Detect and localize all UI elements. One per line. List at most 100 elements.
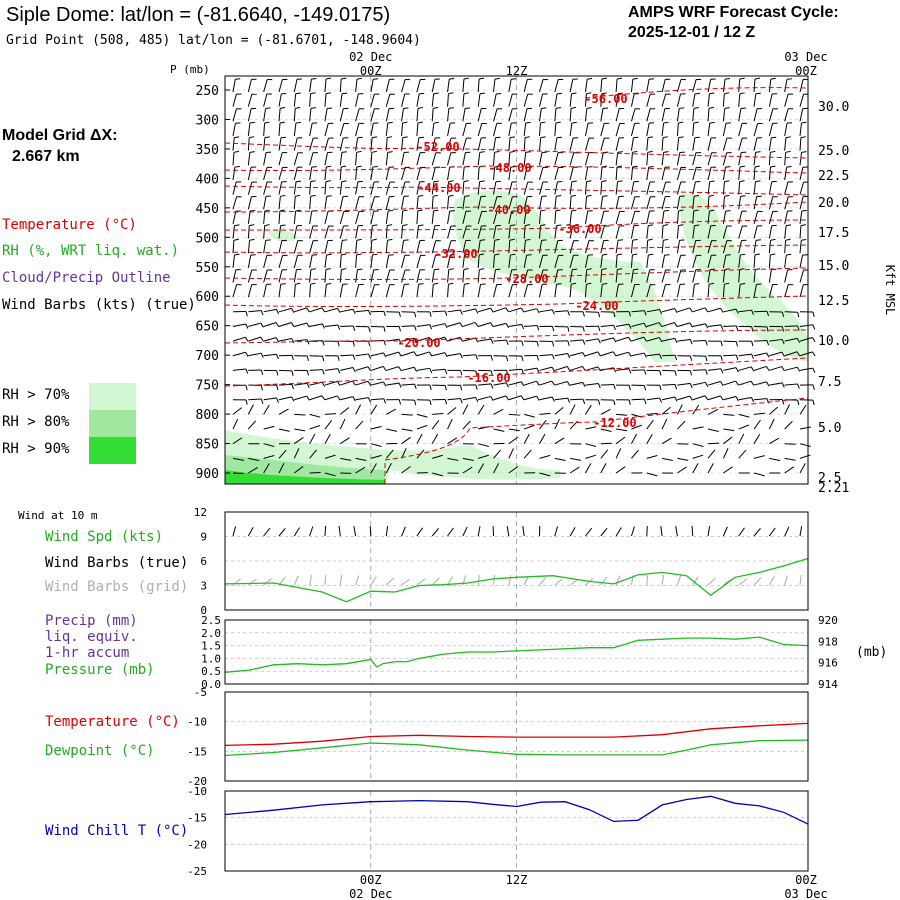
wind-barb-flag — [571, 92, 577, 95]
wind-barb — [570, 457, 582, 461]
wind-barb — [263, 269, 268, 283]
wind-barb-flag — [321, 307, 326, 313]
wind-barb — [401, 152, 405, 166]
wind-barb — [768, 254, 771, 268]
wind-barb — [646, 284, 651, 298]
wind-barb — [278, 152, 283, 166]
surface-pressure-line — [224, 636, 809, 673]
wind-barb — [707, 137, 712, 151]
wind-barb-flag — [321, 323, 326, 329]
wind-barb-flag — [414, 312, 417, 318]
wind-barb — [263, 337, 277, 342]
wind-barb-flag — [463, 268, 469, 271]
wind-barb — [263, 425, 275, 430]
surface-wind-barb — [247, 527, 254, 537]
surface-wind-barb — [232, 526, 237, 537]
wind-barb-flag — [429, 384, 432, 390]
wind-barb — [676, 269, 682, 283]
wind-barb — [247, 181, 253, 195]
wind-barb-flag — [418, 224, 424, 227]
wind-barb — [677, 420, 686, 430]
wind-barb — [753, 240, 757, 254]
wind-barb-flag — [402, 121, 408, 124]
wind-barb-flag — [520, 307, 525, 313]
wind-barb-flag — [632, 150, 638, 153]
wind-barb-flag — [770, 253, 776, 256]
wind-barb — [523, 433, 530, 444]
wind-barb-flag — [582, 311, 585, 317]
wind-barb — [585, 443, 597, 448]
wind-barb — [600, 254, 603, 268]
wind-barb — [585, 338, 599, 342]
wind-barb — [753, 225, 758, 239]
wind-barb — [493, 339, 507, 342]
wind-barb — [600, 351, 614, 357]
wind-barb-flag — [735, 367, 739, 373]
wind-barb — [784, 123, 788, 137]
wind-barb-flag — [433, 282, 439, 285]
wind-barb — [355, 404, 362, 415]
wind-barb-flag — [352, 354, 356, 360]
legend-rh: RH (%, WRT liq. wat.) — [2, 243, 180, 259]
wind-barb — [753, 398, 768, 401]
wind-barb — [554, 406, 564, 415]
wind-barb — [692, 323, 706, 327]
wind-barb-flag — [678, 121, 684, 124]
legend-temperature: Temperature (°C) — [2, 217, 137, 233]
wind-barb — [692, 369, 706, 371]
wind-barb-flag — [326, 253, 332, 256]
wind-barb-flag — [555, 121, 561, 124]
wind-barb — [416, 196, 419, 210]
wind-barb — [293, 152, 299, 166]
wind-barb — [478, 443, 489, 448]
wind-barb — [477, 225, 482, 239]
wind-barb-flag — [689, 370, 693, 376]
surface-wind-barb — [338, 526, 341, 537]
wind-barb-flag — [724, 180, 730, 183]
wind-barb-flag — [265, 107, 271, 109]
wind-barb — [707, 463, 714, 474]
wind-barb-flag — [337, 355, 340, 361]
wind-barb-flag — [770, 150, 776, 153]
wind-barb-flag — [291, 355, 294, 361]
wind-barb-flag — [428, 351, 433, 357]
wind-barb — [615, 240, 619, 254]
wind-barb — [309, 307, 323, 313]
wind-barb — [232, 284, 238, 298]
wind-barb — [799, 269, 804, 283]
wind-barb — [401, 448, 407, 459]
wind-barb-flag — [280, 195, 286, 197]
wind-barb — [385, 269, 391, 283]
wind-barb — [401, 413, 413, 416]
wind-barb — [263, 404, 270, 415]
wind-barb — [294, 307, 307, 313]
wind-barb — [447, 152, 452, 166]
wind-barb — [263, 196, 267, 210]
wind-barb-flag — [597, 326, 601, 332]
wind-barb — [538, 225, 542, 239]
surface-wind-barb — [353, 526, 357, 537]
wind-barb-flag — [234, 136, 240, 139]
wind-barb-flag — [812, 324, 816, 330]
wind-barb — [799, 324, 813, 327]
wind-barb-flag — [325, 92, 332, 95]
wind-barb — [462, 79, 465, 93]
wind-barb-flag — [781, 351, 785, 357]
wind-barb-flag — [510, 166, 516, 168]
temp-tick-label: -15 — [187, 745, 207, 758]
wind-barb — [294, 339, 308, 342]
wind-barb — [661, 240, 664, 254]
wind-barb-flag — [352, 367, 356, 373]
top-time-label: 12Z — [506, 64, 528, 78]
wind-barb — [324, 166, 327, 180]
wind-barb — [631, 369, 645, 371]
wind-barb-flag — [766, 381, 770, 387]
wind-barb-flag — [739, 77, 745, 80]
wind-barb-flag — [479, 268, 485, 271]
wind-barb — [370, 240, 373, 254]
wind-barb — [309, 79, 312, 93]
wind-barb — [447, 353, 461, 357]
wind-barb — [584, 137, 590, 151]
wind-barb — [661, 308, 675, 313]
isotherm-label: -40.00 — [487, 203, 530, 217]
